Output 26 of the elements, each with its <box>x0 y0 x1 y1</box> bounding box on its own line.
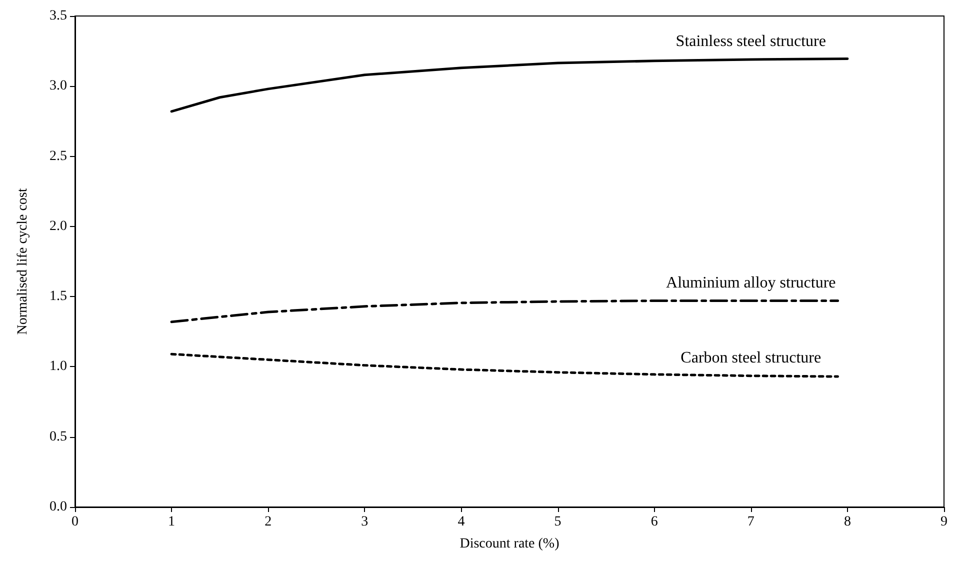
x-tick-label: 1 <box>168 514 176 530</box>
x-tick-label: 5 <box>554 514 562 530</box>
x-tick-label: 3 <box>361 514 368 530</box>
line-series <box>170 58 849 113</box>
x-tick-label: 4 <box>458 514 465 530</box>
y-axis-title: Normalised life cycle cost <box>16 188 30 335</box>
x-tick-label: 9 <box>940 514 948 530</box>
x-tick-label: 7 <box>747 514 754 530</box>
series-label: Stainless steel structure <box>676 32 826 50</box>
series-label: Aluminium alloy structure <box>666 274 836 292</box>
line-series <box>170 300 840 324</box>
y-tick-label: 0.5 <box>50 429 67 444</box>
series-label: Carbon steel structure <box>680 349 822 366</box>
x-axis-title: Discount rate (%) <box>460 536 560 552</box>
x-tick-label: 6 <box>650 514 658 530</box>
y-tick-label: 1.0 <box>50 359 67 374</box>
y-tick-label: 3.0 <box>50 78 67 94</box>
y-tick-label: 3.5 <box>50 8 67 24</box>
x-tick-label: 2 <box>264 514 272 530</box>
y-tick-label: 2.0 <box>50 218 67 234</box>
y-tick-label: 0.0 <box>50 500 67 514</box>
x-tick-label: 8 <box>844 514 851 530</box>
y-tick-label: 1.5 <box>50 289 67 304</box>
x-tick-label: 0 <box>72 514 78 530</box>
line-series <box>170 352 840 378</box>
y-tick-label: 2.5 <box>50 148 67 164</box>
